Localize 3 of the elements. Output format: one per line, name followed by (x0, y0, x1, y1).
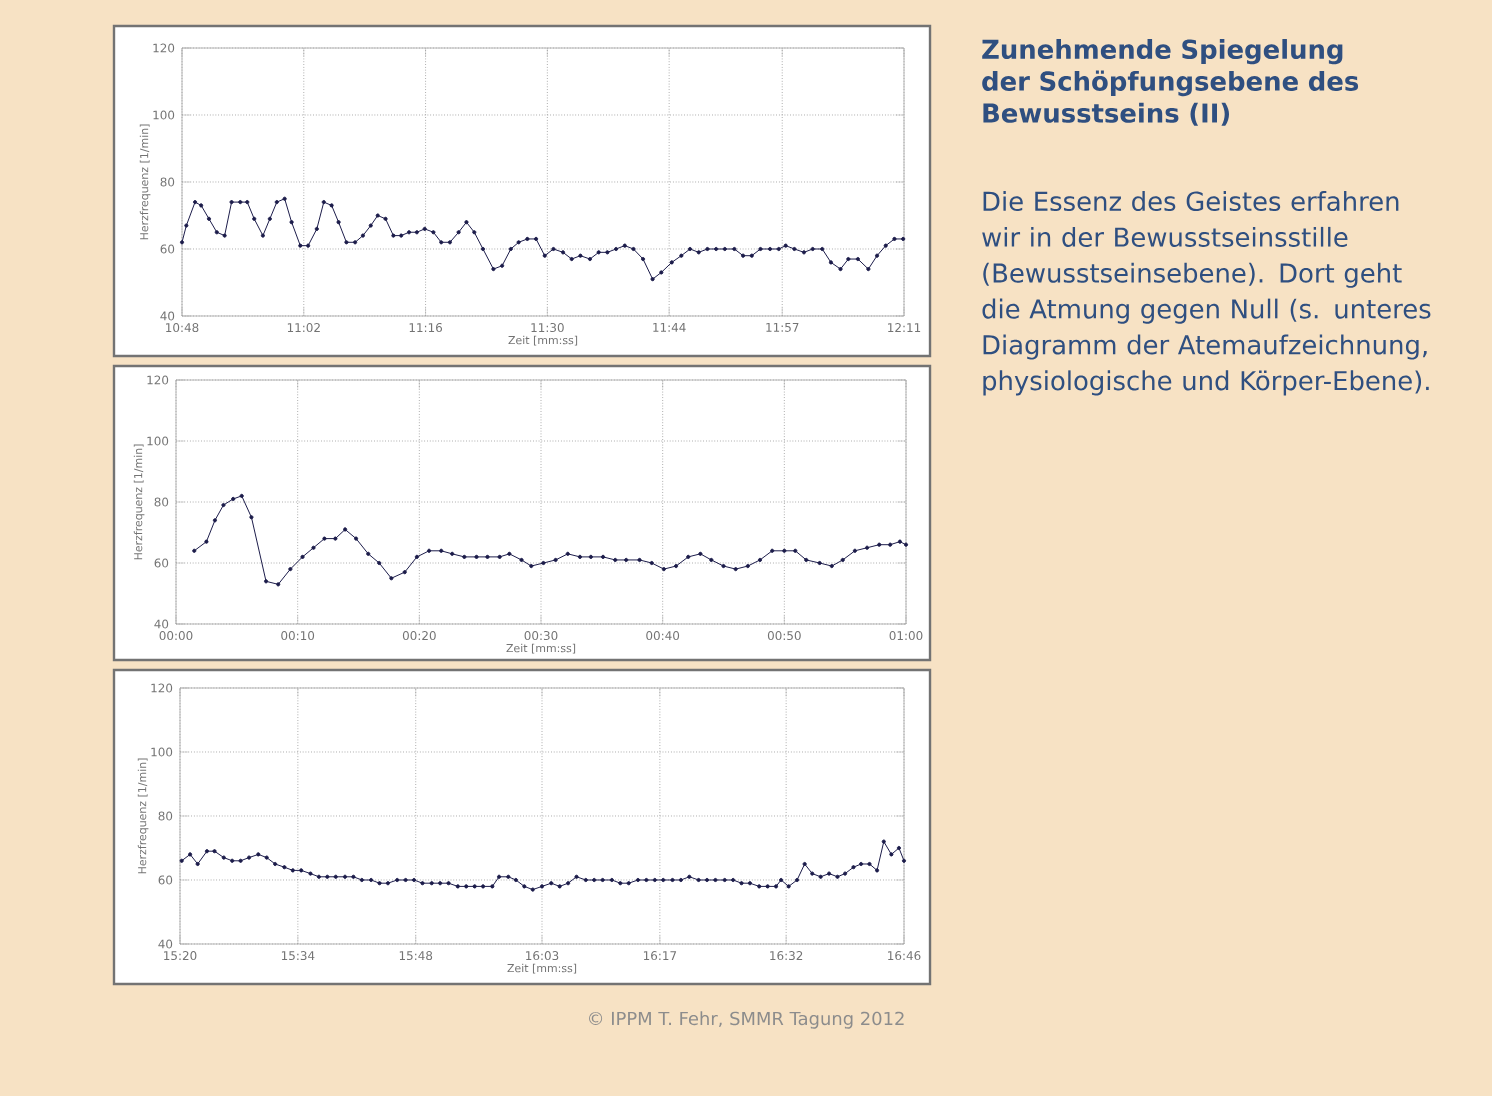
text: Zunehmende Spiegelung der Schöpfungsebene des Bewusstseins (II) (982, 39, 1359, 126)
text: Die Essenz des Geistes erfahren wir in der Bewusstseinsstille (Bewusstseinsebene). Dort geht die Atmung gegen Null (s. unteres Diagramm der Atemaufzeichnung, physiologische und Körper-Ebene). (982, 191, 1431, 396)
text: © IPPM T. Fehr, SMMR Tagung 2012 (589, 1011, 904, 1029)
